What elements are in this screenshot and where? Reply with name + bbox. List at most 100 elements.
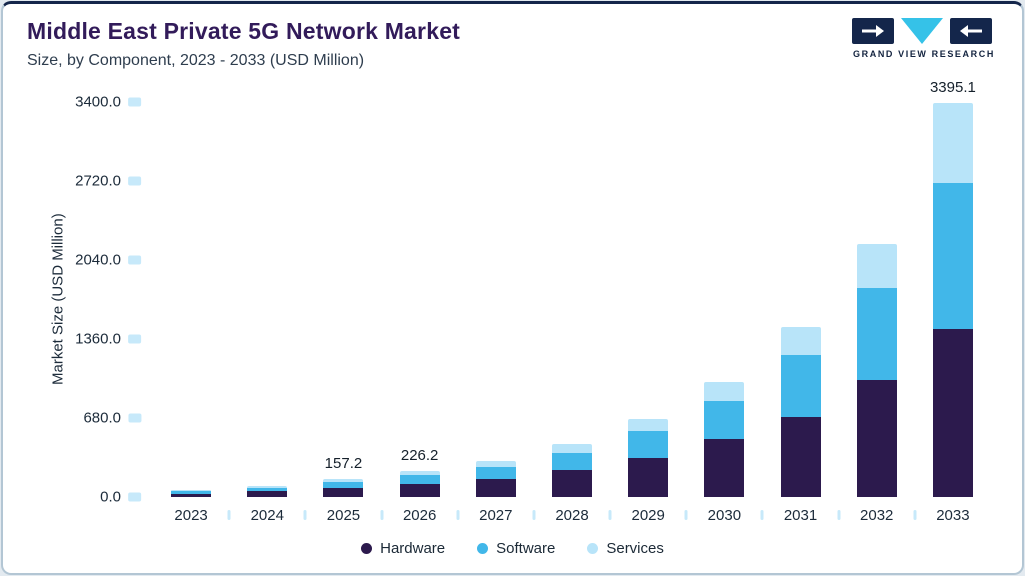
brand-logo: GRAND VIEW RESEARCH	[850, 18, 998, 59]
logo-mark-icon	[852, 18, 992, 44]
y-axis-title: Market Size (USD Million)	[49, 213, 67, 386]
bar-2023	[171, 102, 212, 497]
legend-dot-software	[477, 543, 489, 554]
y-tick-label: 2040.0	[75, 251, 121, 269]
bar-segment-services-2023	[171, 490, 212, 492]
x-label-2024: 2024	[250, 507, 284, 524]
bar-2025	[323, 102, 364, 497]
legend-label-hardware: Hardware	[380, 540, 446, 557]
bar-2028	[552, 102, 592, 497]
x-axis-tick	[684, 510, 688, 520]
plot-area: 0.0 680.0 1360.0 2040.0 2720.0 3400.0 2023 2024…	[75, 79, 991, 524]
y-tick-2720.0: 2720.0	[75, 173, 141, 190]
chart-legend: Hardware Software Services	[3, 540, 1022, 557]
bar-segment-hardware-2025	[323, 487, 364, 497]
bar-segment-software-2032	[856, 287, 897, 380]
bar-segment-hardware-2027	[475, 478, 516, 497]
bar-segment-hardware-2023	[171, 493, 212, 497]
x-label-2025: 2025	[326, 507, 361, 524]
y-tick-label: 1360.0	[75, 330, 121, 348]
bar-segment-software-2033	[932, 183, 973, 329]
bar-segment-services-2024	[247, 485, 288, 488]
y-tick-680.0: 680.0	[83, 410, 141, 427]
y-tick-mark	[128, 176, 141, 186]
bar-segment-services-2028	[552, 444, 592, 453]
x-label-2032: 2032	[860, 507, 894, 524]
bar-segment-services-2027	[475, 461, 516, 467]
x-axis-tick	[532, 510, 536, 520]
bar-segment-software-2030	[704, 400, 745, 439]
y-tick-mark	[128, 492, 141, 502]
y-tick-3400.0: 3400.0	[75, 94, 141, 111]
logo-text: GRAND VIEW RESEARCH	[853, 49, 995, 59]
bar-total-label-2033: 3395.1	[929, 78, 976, 96]
x-axis-tick	[837, 510, 841, 520]
y-tick-2040.0: 2040.0	[75, 252, 141, 269]
bar-segment-hardware-2031	[780, 416, 821, 497]
bar-2033	[932, 102, 973, 497]
x-axis-tick	[380, 510, 384, 520]
bar-segment-services-2031	[780, 327, 821, 356]
x-label-2033: 2033	[936, 507, 970, 524]
bar-segment-services-2026	[399, 470, 440, 475]
x-axis-tick	[760, 510, 764, 520]
bar-total-label-2025: 157.2	[324, 454, 363, 472]
y-tick-0.0: 0.0	[100, 489, 141, 506]
bar-2030	[704, 102, 745, 497]
x-axis-tick	[227, 510, 231, 520]
bar-segment-hardware-2028	[552, 470, 592, 497]
legend-item-services: Services	[587, 540, 664, 557]
y-tick-mark	[128, 97, 141, 107]
x-axis-tick	[303, 510, 307, 520]
chart-header: Middle East Private 5G Network Market Si…	[27, 18, 998, 70]
bar-segment-services-2033	[932, 102, 973, 184]
chart-subtitle: Size, by Component, 2023 - 2033 (USD Mil…	[27, 52, 365, 69]
bar-segment-software-2027	[475, 466, 516, 479]
bar-segment-software-2023	[171, 491, 212, 494]
legend-label-software: Software	[496, 540, 556, 557]
x-axis-tick	[608, 510, 612, 520]
bar-segment-hardware-2026	[399, 483, 440, 497]
bar-2029	[628, 102, 669, 497]
y-tick-1360.0: 1360.0	[75, 331, 141, 348]
bar-segment-hardware-2029	[628, 457, 669, 497]
y-tick-label: 680.0	[83, 409, 121, 427]
bar-segment-software-2025	[323, 481, 364, 488]
x-label-2031: 2031	[783, 507, 818, 524]
bar-segment-services-2030	[704, 382, 745, 401]
legend-dot-services	[587, 543, 599, 554]
y-tick-mark	[128, 334, 141, 344]
y-tick-mark	[128, 255, 141, 265]
bar-segment-hardware-2032	[856, 379, 897, 497]
bar-segment-software-2028	[552, 452, 592, 471]
legend-dot-hardware	[361, 543, 373, 554]
x-label-2027: 2027	[479, 507, 513, 524]
bar-segment-hardware-2030	[704, 438, 745, 497]
bar-segment-software-2029	[628, 431, 669, 458]
bar-segment-services-2029	[628, 419, 669, 432]
bar-segment-hardware-2024	[247, 491, 288, 497]
x-label-2023: 2023	[174, 507, 208, 524]
x-label-2030: 2030	[707, 507, 742, 524]
bar-segment-hardware-2033	[932, 328, 973, 497]
x-label-2029: 2029	[631, 507, 665, 524]
legend-item-software: Software	[477, 540, 555, 557]
y-tick-label: 0.0	[100, 488, 121, 506]
y-tick-label: 2720.0	[75, 172, 121, 190]
y-tick-mark	[128, 413, 141, 423]
bar-segment-software-2031	[780, 355, 821, 417]
bar-2024	[247, 102, 288, 497]
x-axis-tick	[913, 510, 917, 520]
page-title: Middle East Private 5G Network Market	[27, 18, 461, 44]
x-axis-tick	[456, 510, 460, 520]
bar-segment-services-2025	[323, 478, 364, 482]
legend-item-hardware: Hardware	[361, 540, 445, 557]
bar-segment-software-2026	[399, 474, 440, 484]
bar-segment-services-2032	[856, 243, 897, 288]
legend-label-services: Services	[606, 540, 664, 557]
title-block: Middle East Private 5G Network Market Si…	[27, 18, 460, 70]
bar-segment-software-2024	[247, 487, 288, 492]
bar-2031	[780, 102, 821, 497]
y-tick-label: 3400.0	[75, 93, 121, 111]
x-label-2028: 2028	[555, 507, 589, 524]
